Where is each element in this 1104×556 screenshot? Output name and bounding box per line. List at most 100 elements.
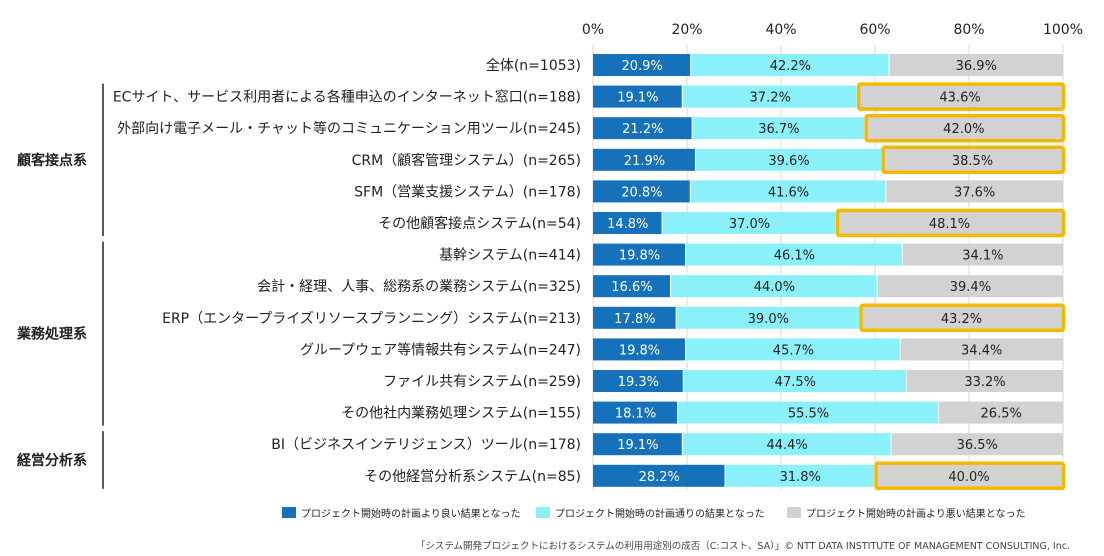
bar-segment bbox=[695, 148, 882, 171]
legend-swatch bbox=[787, 507, 801, 518]
bar-segment bbox=[725, 464, 874, 487]
category-label: BI（ビジネスインテリジェンス）ツール(n=178) bbox=[271, 437, 581, 453]
data-label: 17.8% bbox=[614, 312, 655, 327]
data-label: 20.8% bbox=[621, 185, 662, 200]
highlight-box bbox=[856, 82, 1066, 111]
x-axis-ticks: 0% 20% 40% 60% 80% 100% bbox=[582, 22, 1083, 38]
category-label: ファイル共有システム(n=259) bbox=[383, 374, 581, 390]
bar-segment bbox=[593, 117, 692, 140]
highlight-box bbox=[864, 113, 1066, 143]
highlight-boxes bbox=[835, 82, 1066, 491]
data-label: 37.0% bbox=[729, 217, 770, 232]
bars: 20.9% 42.2% 36.9% 19.1% 37.2% 43.6% 21.2% 36.7%… bbox=[593, 54, 1064, 487]
x-tick-label: 0% bbox=[582, 22, 604, 38]
legend-label: プロジェクト開始時の計画より良い結果となった bbox=[301, 507, 521, 520]
data-label: 20.9% bbox=[621, 59, 662, 74]
data-label: 37.2% bbox=[750, 91, 791, 106]
bar-segment bbox=[686, 243, 902, 266]
bar-segment bbox=[682, 433, 891, 456]
category-label: 基幹システム(n=414) bbox=[439, 247, 581, 264]
bar-segment bbox=[938, 401, 1064, 424]
data-label: 36.7% bbox=[758, 122, 799, 137]
category-label: その他経営分析系システム(n=85) bbox=[364, 469, 581, 485]
legend-label: プロジェクト開始時の計画通りの結果となった bbox=[555, 507, 765, 520]
data-label: 47.5% bbox=[775, 375, 816, 390]
data-label: 40.0% bbox=[948, 470, 989, 485]
legend-swatch bbox=[536, 507, 550, 518]
data-label: 34.1% bbox=[962, 249, 1003, 264]
bar-segment bbox=[676, 306, 859, 329]
bar-segment bbox=[686, 338, 900, 361]
category-label: ECサイト、サービス利用者による各種申込のインターネット窓口(n=188) bbox=[113, 89, 581, 106]
bar-segment bbox=[690, 180, 886, 203]
category-label: その他顧客接点システム(n=54) bbox=[378, 215, 581, 232]
bar-segment bbox=[875, 464, 1063, 487]
bar-segment bbox=[865, 117, 1063, 140]
data-label: 44.4% bbox=[766, 438, 807, 453]
bar-segment bbox=[593, 401, 678, 424]
data-label: 46.1% bbox=[774, 249, 815, 264]
bar-segment bbox=[902, 243, 1063, 266]
legend: プロジェクト開始時の計画より良い結果となった プロジェクト開始時の計画通りの結果と… bbox=[282, 507, 1026, 520]
data-label: 39.6% bbox=[768, 154, 809, 169]
category-label: その他社内業務処理システム(n=155) bbox=[341, 406, 581, 422]
data-label: 42.0% bbox=[943, 122, 984, 137]
bar-segment bbox=[593, 275, 671, 298]
group-label: 業務処理系 bbox=[16, 326, 87, 343]
bar-segment bbox=[593, 148, 695, 171]
bar-segment bbox=[886, 180, 1063, 203]
category-label: SFM（営業支援システム）(n=178) bbox=[354, 184, 581, 200]
group-label: 顧客接点系 bbox=[17, 152, 87, 169]
highlight-box bbox=[874, 461, 1066, 491]
data-label: 34.4% bbox=[961, 343, 1002, 358]
bar-segment bbox=[906, 370, 1063, 392]
data-label: 19.8% bbox=[619, 249, 660, 264]
data-label: 45.7% bbox=[773, 343, 814, 358]
data-label: 19.1% bbox=[617, 438, 658, 453]
source-note: 「システム開発プロジェクトにおけるシステムの利用用途別の成否（C:コスト、SA）… bbox=[416, 540, 1070, 552]
data-label: 28.2% bbox=[639, 470, 680, 485]
bar-segment bbox=[593, 338, 686, 361]
bar-segment bbox=[593, 243, 686, 266]
data-label: 26.5% bbox=[981, 407, 1022, 422]
data-label: 19.1% bbox=[617, 91, 658, 106]
data-label: 16.6% bbox=[611, 280, 652, 295]
highlight-box bbox=[859, 303, 1066, 333]
bar-segment bbox=[593, 212, 662, 234]
bar-segment bbox=[593, 180, 690, 203]
x-tick-label: 80% bbox=[953, 22, 984, 38]
data-label: 38.5% bbox=[952, 154, 993, 169]
bar-segment bbox=[682, 85, 857, 108]
data-label: 14.8% bbox=[607, 217, 648, 232]
bar-segment bbox=[900, 338, 1063, 361]
data-label: 18.1% bbox=[615, 407, 656, 422]
bar-segment bbox=[678, 401, 938, 424]
category-labels: 全体(n=1053) ECサイト、サービス利用者による各種申込のインターネット窓口… bbox=[113, 57, 581, 485]
category-label: ERP（エンタープライズリソースプランニング）システム(n=213) bbox=[162, 311, 581, 327]
category-label: 外部向け電子メール・チャット等のコミュニケーション用ツール(n=245) bbox=[117, 120, 581, 137]
category-label: CRM（顧客管理システム）(n=265) bbox=[352, 152, 581, 169]
legend-swatch bbox=[282, 507, 296, 518]
data-label: 21.2% bbox=[622, 122, 663, 137]
bar-segment bbox=[889, 54, 1063, 76]
category-label: 会計・経理、人事、総務系の業務システム(n=325) bbox=[257, 279, 581, 295]
data-label: 33.2% bbox=[964, 375, 1005, 390]
bar-segment bbox=[593, 54, 691, 76]
data-label: 44.0% bbox=[754, 280, 795, 295]
category-label: 全体(n=1053) bbox=[486, 57, 581, 74]
data-label: 19.8% bbox=[619, 343, 660, 358]
bar-segment bbox=[882, 148, 1063, 171]
bar-segment bbox=[593, 433, 682, 456]
x-tick-label: 40% bbox=[765, 22, 796, 38]
bar-segment bbox=[593, 370, 683, 392]
data-label: 36.5% bbox=[957, 438, 998, 453]
data-label: 41.6% bbox=[768, 185, 809, 200]
bar-segment bbox=[891, 433, 1063, 456]
x-tick-label: 60% bbox=[859, 22, 890, 38]
bar-segment bbox=[593, 464, 725, 487]
data-label: 43.6% bbox=[939, 91, 980, 106]
highlight-box bbox=[881, 145, 1066, 175]
bar-segment bbox=[691, 54, 889, 76]
